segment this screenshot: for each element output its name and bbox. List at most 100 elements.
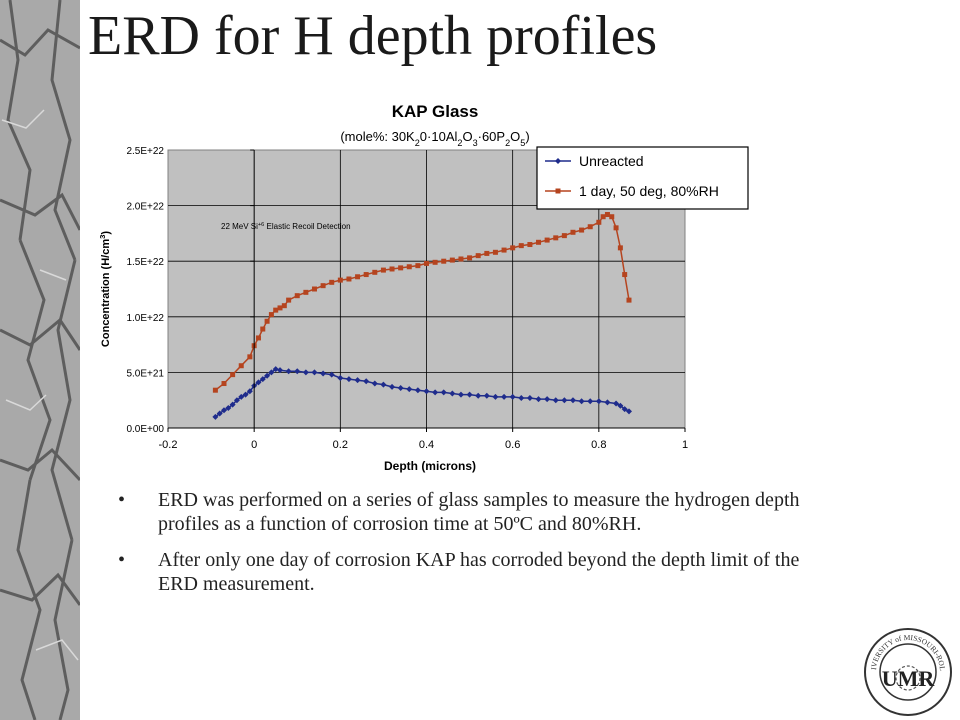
- series-one-day: [212, 211, 632, 393]
- data-point: [277, 305, 283, 311]
- data-point: [475, 253, 481, 259]
- data-point: [578, 398, 585, 405]
- data-point: [475, 392, 482, 399]
- x-tick-label: -0.2: [159, 439, 178, 451]
- data-point: [303, 289, 309, 295]
- data-point: [414, 387, 421, 394]
- data-point: [328, 371, 335, 378]
- data-point: [440, 389, 447, 396]
- data-point: [535, 396, 542, 403]
- data-point: [221, 381, 227, 387]
- data-point: [216, 410, 223, 417]
- data-point: [294, 293, 300, 299]
- data-point: [345, 376, 352, 383]
- data-point: [457, 391, 464, 398]
- data-point: [587, 398, 594, 405]
- data-point: [264, 372, 271, 379]
- data-point: [355, 274, 361, 280]
- data-point: [233, 397, 240, 404]
- data-point: [561, 233, 567, 239]
- data-point: [268, 312, 274, 318]
- data-point: [518, 394, 525, 401]
- data-point: [302, 369, 309, 376]
- x-axis-label: Depth (microns): [384, 459, 476, 473]
- y-tick-label: 2.5E+22: [126, 146, 164, 157]
- data-point: [596, 219, 602, 225]
- data-point: [230, 372, 236, 378]
- legend-marker: [555, 188, 561, 194]
- data-point: [398, 265, 404, 271]
- data-point: [363, 378, 370, 385]
- series-line: [214, 368, 630, 418]
- data-point: [536, 239, 542, 245]
- data-point: [625, 408, 632, 415]
- x-tick-label: 0.4: [419, 439, 434, 451]
- data-point: [483, 392, 490, 399]
- bullet-text: ERD was performed on a series of glass s…: [158, 489, 800, 535]
- data-point: [286, 297, 292, 303]
- data-point: [247, 354, 253, 360]
- y-tick-label: 0.0E+00: [126, 424, 164, 435]
- series-unreacted: [212, 366, 632, 420]
- data-point: [484, 250, 490, 256]
- legend-entry: 1 day, 50 deg, 80%RH: [545, 183, 719, 199]
- data-point: [285, 368, 292, 375]
- data-point: [552, 397, 559, 404]
- legend-label: 1 day, 50 deg, 80%RH: [579, 183, 719, 199]
- data-point: [544, 237, 550, 243]
- bullet-list: • ERD was performed on a series of glass…: [112, 488, 812, 608]
- y-tick-label: 5.0E+21: [126, 368, 164, 379]
- cracked-texture-sidebar: [0, 0, 80, 720]
- data-point: [397, 384, 404, 391]
- data-point: [371, 380, 378, 387]
- kap-glass-chart: KAP Glass (mole%: 30K20·10Al2O3·60P2O5) …: [98, 102, 749, 473]
- data-point: [527, 242, 533, 248]
- data-point: [406, 264, 412, 270]
- data-point: [617, 402, 624, 409]
- data-point: [613, 400, 620, 407]
- data-point: [221, 407, 228, 414]
- y-axis-label: Concentration (H/cm3): [98, 231, 113, 347]
- chart-title: KAP Glass: [392, 102, 479, 121]
- data-point: [337, 277, 343, 283]
- data-point: [212, 387, 218, 393]
- data-point: [621, 406, 628, 413]
- data-point: [501, 247, 507, 253]
- data-point: [354, 377, 361, 384]
- data-point: [604, 211, 610, 217]
- data-point: [372, 269, 378, 275]
- y-tick-label: 1.0E+22: [126, 313, 164, 324]
- data-point: [432, 389, 439, 396]
- data-point: [600, 214, 606, 220]
- data-point: [273, 307, 279, 313]
- data-point: [458, 256, 464, 262]
- x-tick-label: 1: [682, 439, 688, 451]
- data-point: [553, 235, 559, 241]
- data-point: [264, 318, 270, 324]
- legend-label: Unreacted: [579, 153, 644, 169]
- y-tick-label: 2.0E+22: [126, 202, 164, 213]
- data-point: [246, 388, 253, 395]
- bullet-marker: •: [118, 549, 126, 571]
- data-point: [311, 369, 318, 376]
- slide-title: ERD for H depth profiles: [88, 5, 658, 67]
- data-point: [492, 249, 498, 255]
- legend-entry: Unreacted: [545, 153, 644, 169]
- x-tick-label: 0.2: [333, 439, 348, 451]
- data-point: [609, 214, 615, 220]
- data-point: [501, 393, 508, 400]
- data-point: [492, 393, 499, 400]
- data-point: [277, 367, 284, 374]
- bullet-text: After only one day of corrosion KAP has …: [158, 549, 800, 595]
- chart-legend: Unreacted 1 day, 50 deg, 80%RH: [536, 146, 749, 210]
- data-point: [272, 366, 279, 373]
- data-point: [579, 227, 585, 233]
- data-point: [363, 272, 369, 278]
- erd-annotation: 22 MeV Si+6 Elastic Recoil Detection: [221, 222, 351, 231]
- bullet-item: • ERD was performed on a series of glass…: [112, 488, 812, 536]
- data-point: [268, 369, 275, 376]
- university-seal-logo: UNIVERSITY of MISSOURI-ROLLA UMR: [862, 626, 952, 716]
- data-point: [466, 391, 473, 398]
- bullet-marker: •: [118, 489, 126, 511]
- axes: 0.0E+00 5.0E+21 1.0E+22 1.5E+22 2.0E+22 2.5E+…: [126, 146, 688, 451]
